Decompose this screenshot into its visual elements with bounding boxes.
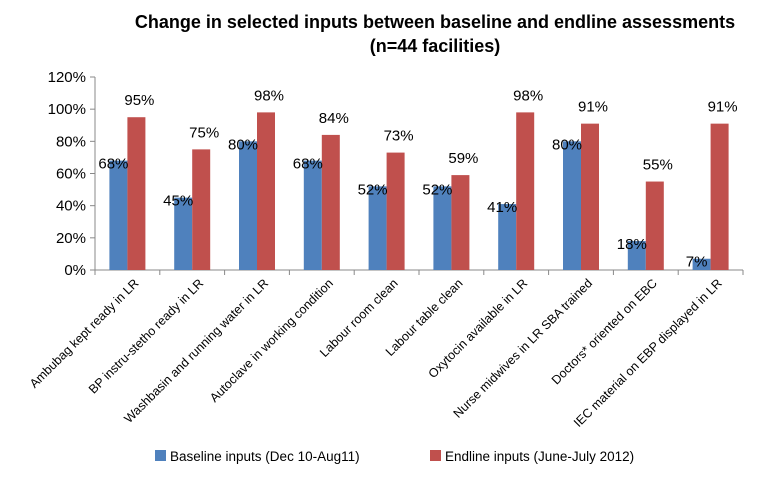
bar-baseline: [563, 141, 581, 270]
y-tick-label: 120%: [48, 69, 86, 86]
bar-baseline: [109, 160, 128, 270]
data-label-baseline: 18%: [617, 236, 647, 253]
bars: [109, 112, 729, 271]
bar-baseline: [433, 186, 452, 270]
data-label-endline: 75%: [189, 124, 219, 141]
y-tick-label: 80%: [56, 133, 86, 150]
bar-endline: [321, 134, 340, 270]
x-tick-label: BP instru-stetho ready in LR: [86, 276, 206, 396]
y-tick-label: 60%: [56, 166, 86, 183]
data-label-endline: 98%: [513, 87, 543, 104]
data-label-endline: 91%: [708, 99, 738, 116]
chart-subtitle: (n=44 facilities): [370, 36, 501, 56]
data-label-baseline: 7%: [686, 254, 708, 271]
data-labels: 68% 95% 45% 75% 80% 98% 68% 84% 52% 73% 52% 59% 41% 9…: [98, 87, 737, 270]
data-label-baseline: 52%: [358, 181, 388, 198]
x-tick-label: Ambubag kept ready in LR: [27, 276, 142, 391]
x-tick-label: Washbasin and running water in LR: [122, 276, 272, 426]
data-label-baseline: 45%: [163, 193, 193, 210]
y-axis: 0% 20% 40% 60% 80% 100% 120%: [48, 69, 96, 279]
bar-endline: [257, 112, 275, 270]
data-label-baseline: 68%: [293, 156, 323, 173]
x-tick-label: Doctors* oriented on EBC: [549, 276, 660, 387]
bar-baseline: [174, 197, 193, 270]
bar-endline: [645, 181, 664, 270]
y-tick-label: 20%: [56, 230, 86, 247]
y-tick-label: 100%: [48, 101, 86, 118]
data-label-baseline: 68%: [98, 156, 128, 173]
y-tick-label: 40%: [56, 198, 86, 215]
x-tick-label: Nurse midwives in LR SBA trained: [451, 276, 596, 421]
bar-endline: [386, 152, 405, 270]
bar-baseline: [692, 258, 711, 270]
bar-baseline: [498, 204, 517, 270]
bar-endline: [710, 123, 729, 271]
data-label-baseline: 80%: [552, 136, 582, 153]
data-label-endline: 59%: [448, 150, 478, 167]
legend-label-endline: Endline inputs (June-July 2012): [445, 449, 634, 464]
chart-title: Change in selected inputs between baseli…: [135, 12, 735, 32]
bar-endline: [581, 123, 599, 271]
data-label-endline: 84%: [319, 110, 349, 127]
data-label-endline: 73%: [384, 128, 414, 145]
bar-endline: [451, 175, 470, 270]
bar-baseline: [627, 241, 646, 270]
x-tick-label: Autoclave in working condition: [207, 276, 336, 405]
data-label-endline: 55%: [643, 157, 673, 174]
y-tick-label: 0%: [64, 262, 86, 279]
bar-baseline: [368, 186, 387, 270]
legend-swatch-endline: [430, 450, 441, 461]
data-label-endline: 98%: [254, 87, 284, 104]
data-label-endline: 91%: [578, 99, 608, 116]
legend-label-baseline: Baseline inputs (Dec 10-Aug11): [170, 449, 360, 464]
bar-endline: [192, 149, 211, 270]
bar-baseline: [303, 160, 322, 270]
data-label-baseline: 80%: [228, 136, 258, 153]
legend-swatch-baseline: [155, 450, 166, 461]
legend: Baseline inputs (Dec 10-Aug11) Endline in…: [155, 449, 634, 464]
data-label-baseline: 41%: [487, 199, 517, 216]
bar-baseline: [239, 141, 257, 270]
x-tick-label: IEC material on EBP displayed in LR: [571, 276, 725, 430]
bar-endline: [516, 112, 535, 270]
data-label-endline: 95%: [124, 92, 154, 109]
bar-endline: [127, 117, 146, 270]
data-label-baseline: 52%: [422, 181, 452, 198]
